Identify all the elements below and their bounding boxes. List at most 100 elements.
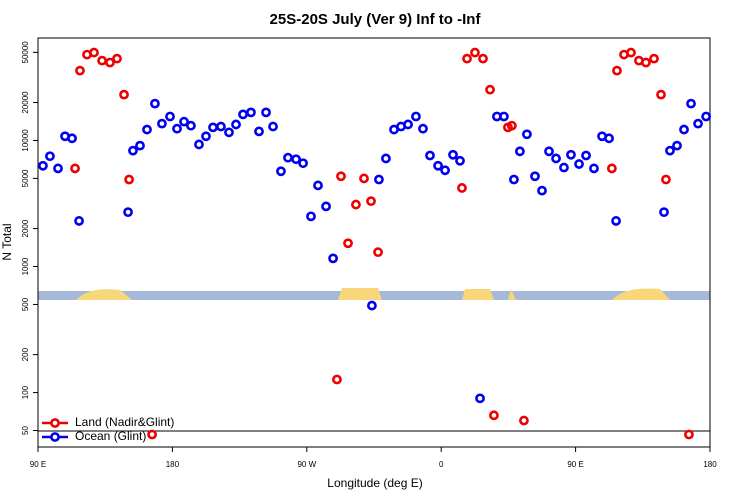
point [544,146,554,157]
point [179,116,189,127]
point [74,216,84,226]
point [359,173,369,184]
point [499,111,509,122]
point [283,152,293,163]
legend-label: Land (Nadir&Glint) [75,415,174,429]
point [194,139,204,150]
point [665,145,675,156]
point [418,123,428,134]
point [97,55,107,66]
point [231,119,241,130]
point [425,150,435,161]
point [537,185,547,196]
point [67,133,77,144]
point [351,199,361,210]
point [147,429,157,440]
point [661,174,671,185]
point [514,146,525,157]
point [367,300,377,311]
legend-label: Ocean (Glint) [75,429,146,443]
point [679,124,689,135]
point [522,129,532,140]
point [606,163,617,174]
legend-marker [50,418,60,428]
point [589,163,599,174]
point [124,174,134,185]
point [612,65,622,76]
y-tick-label: 50000 [21,41,30,64]
point [641,57,651,68]
y-tick-label: 50 [21,426,30,435]
point [75,65,85,76]
point [701,111,712,122]
point [433,160,443,171]
point [489,410,499,421]
legend-marker [50,432,60,442]
point [686,98,696,109]
point [457,183,467,193]
y-tick-label: 200 [21,347,30,361]
y-tick-label: 2000 [21,219,30,237]
point [165,111,175,122]
point [112,53,122,64]
point [246,107,256,118]
point [291,154,301,165]
point [328,253,338,264]
y-tick-label: 5000 [21,169,30,187]
x-tick-label: 180 [166,460,180,469]
point [70,163,80,174]
point [261,107,271,118]
point [574,159,584,169]
point [475,393,485,404]
point [254,126,264,137]
point [321,201,331,212]
point [470,47,480,58]
point [172,123,182,134]
point [506,120,517,131]
point [684,429,694,440]
point [128,145,138,156]
point [509,174,519,185]
point [123,207,133,218]
point [649,53,659,64]
point [224,127,234,138]
point [313,180,323,191]
point [530,171,540,182]
point [142,124,152,135]
y-tick-label: 20000 [21,91,30,114]
map-strip [38,288,710,300]
point [374,174,384,185]
point [336,171,346,182]
point [186,120,196,131]
point [105,57,115,68]
y-tick-label: 100 [21,385,30,399]
point [373,247,383,258]
point [485,84,495,95]
point [276,166,286,177]
y-tick-label: 10000 [21,129,30,152]
point [478,53,488,64]
point [201,131,211,142]
point [659,207,669,218]
chart-title: 25S-20S July (Ver 9) Inf to -Inf [270,11,482,28]
point [268,121,278,132]
point [238,109,248,120]
point [672,140,682,151]
point [693,118,703,129]
point [448,149,458,160]
x-tick-label: 90 W [297,460,316,469]
point [581,150,591,161]
x-tick-label: 90 E [567,460,583,469]
point [403,119,413,130]
point [604,133,614,144]
point [343,238,353,249]
point [611,216,621,226]
x-tick-label: 90 E [30,460,46,469]
point [208,122,218,133]
point [411,111,421,122]
y-tick-label: 1000 [21,257,30,275]
point [519,415,529,426]
point [566,149,576,160]
point [38,160,48,171]
point [462,53,472,64]
